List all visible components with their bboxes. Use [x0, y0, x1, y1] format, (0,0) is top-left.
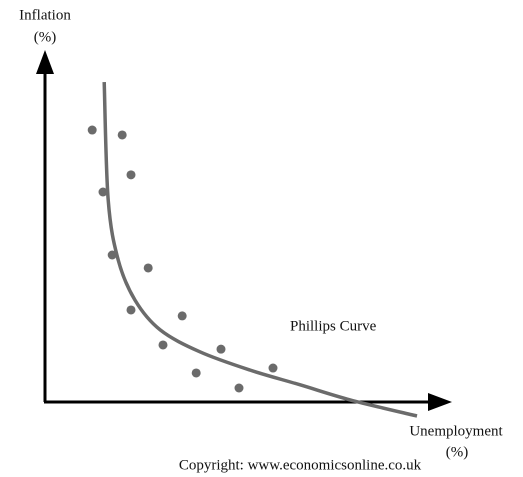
data-point — [216, 344, 226, 354]
data-point — [107, 250, 117, 260]
data-point — [98, 187, 108, 197]
data-point — [191, 368, 201, 378]
x-axis-arrow — [428, 393, 452, 411]
data-point — [268, 363, 278, 373]
data-point — [87, 125, 97, 135]
data-point — [126, 305, 136, 315]
data-point — [177, 311, 187, 321]
footer: Copyright: www.economicsonline.co.uk — [179, 457, 422, 473]
data-point — [234, 383, 244, 393]
data-point — [126, 170, 136, 180]
phillips-curve — [102, 82, 418, 418]
y-axis-unit: (%) — [34, 29, 57, 45]
data-point — [117, 130, 127, 140]
data-point — [143, 263, 153, 273]
y-axis-arrow — [36, 50, 54, 74]
curve-label: Phillips Curve — [290, 318, 377, 334]
x-axis-unit: (%) — [446, 444, 469, 460]
data-point — [158, 340, 168, 350]
x-axis-label: Unemployment — [409, 423, 503, 439]
y-axis-label: Inflation — [19, 7, 71, 23]
